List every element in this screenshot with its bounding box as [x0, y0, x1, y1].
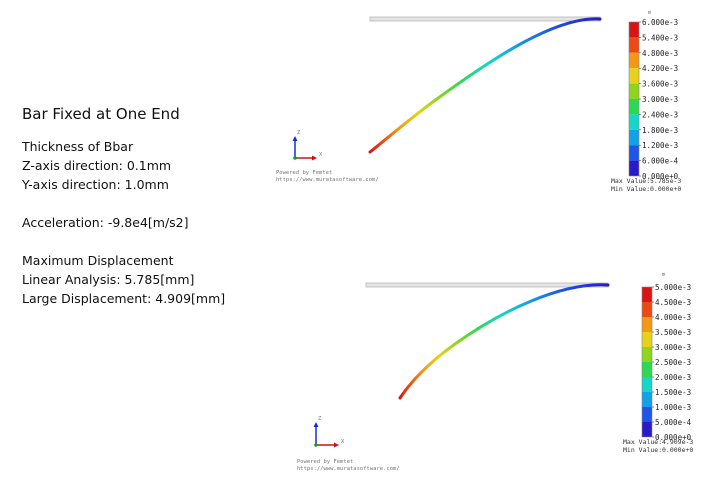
undeformed-bar: [365, 282, 609, 288]
min-value-label: Min Value:: [623, 446, 662, 454]
color-scale-bar: m 6.000e-3 5.400e-3 4.800e-3 4.200e-3 3.600e…: [628, 10, 679, 181]
deformed-bar: [368, 17, 602, 154]
scale-unit: m: [648, 10, 652, 16]
scale-tick-label: 3.000e-3: [655, 343, 691, 352]
powered-by-text: Powered by Femtet: [297, 459, 353, 465]
scale-tick-label: 5.400e-3: [642, 33, 678, 42]
scale-tick-label: 1.500e-3: [655, 388, 691, 397]
scale-tick-label: 2.400e-3: [642, 110, 678, 119]
axis-triad: X Z: [313, 416, 345, 448]
scale-tick-label: 6.000e-3: [642, 18, 678, 27]
large-displacement-panel: X Z Powered by Femtet https://www.murata…: [297, 272, 693, 472]
scale-tick-label: 5.000e-3: [655, 283, 691, 292]
deformed-bar: [398, 283, 610, 400]
linear-analysis-result: Linear Analysis: 5.785[mm]: [22, 272, 195, 287]
undeformed-bar: [369, 16, 601, 22]
page-title: Bar Fixed at One End: [22, 105, 180, 123]
max-value: 5.785e-3: [650, 177, 681, 185]
scale-tick-label: 1.000e-3: [655, 403, 691, 412]
scale-tick-label: 4.000e-3: [655, 313, 691, 322]
scale-tick-label: 4.500e-3: [655, 298, 691, 307]
axis-z-label: Z: [318, 416, 322, 422]
min-value: 0.000e+0: [662, 446, 693, 454]
thickness-heading: Thickness of Bbar: [22, 139, 134, 154]
scale-tick-label: 2.500e-3: [655, 358, 691, 367]
min-value-label: Min Value:: [611, 185, 650, 193]
color-scale-bar: m 5.000e-3 4.500e-3 4.000e-3 3.500e-3 3.000e…: [641, 272, 692, 442]
axis-x-label: X: [319, 152, 323, 158]
scale-tick-label: 1.200e-3: [642, 141, 678, 150]
scale-tick-label: 5.000e-4: [655, 418, 692, 427]
scale-tick-label: 6.000e-4: [642, 157, 679, 166]
scale-tick-label: 0.000e+0: [655, 433, 692, 442]
scale-tick-label: 4.200e-3: [642, 64, 678, 73]
axis-z-label: Z: [297, 130, 301, 136]
large-displacement-result: Large Displacement: 4.909[mm]: [22, 291, 226, 306]
scale-tick-label: 3.600e-3: [642, 80, 678, 89]
acceleration-text: Acceleration: -9.8e4[m/s2]: [22, 215, 189, 230]
max-displacement-heading: Maximum Displacement: [22, 253, 174, 268]
y-axis-thickness: Y-axis direction: 1.0mm: [22, 177, 169, 192]
axis-x-label: X: [341, 439, 345, 445]
min-value: 0.000e+0: [650, 185, 681, 193]
info-panel: Bar Fixed at One End Thickness of Bbar Z…: [22, 105, 282, 308]
max-value-label: Max Value:: [611, 177, 650, 185]
scale-tick-label: 1.800e-3: [642, 126, 678, 135]
z-axis-thickness: Z-axis direction: 0.1mm: [22, 158, 172, 173]
vendor-url: https://www.muratasoftware.com/: [276, 177, 379, 183]
max-value-label: Max Value:: [623, 438, 662, 446]
scale-tick-label: 0.000e+0: [642, 172, 679, 181]
axis-triad: X Z: [292, 130, 323, 161]
scale-tick-label: 2.000e-3: [655, 373, 691, 382]
max-value: 4.909e-3: [662, 438, 693, 446]
scale-tick-label: 3.500e-3: [655, 328, 691, 337]
linear-analysis-panel: X Z Powered by Femtet https://www.murata…: [276, 10, 681, 193]
scale-unit: m: [662, 272, 666, 278]
scale-tick-label: 4.800e-3: [642, 49, 678, 58]
scale-tick-label: 3.000e-3: [642, 95, 678, 104]
powered-by-text: Powered by Femtet: [276, 170, 332, 176]
vendor-url: https://www.muratasoftware.com/: [297, 466, 400, 472]
